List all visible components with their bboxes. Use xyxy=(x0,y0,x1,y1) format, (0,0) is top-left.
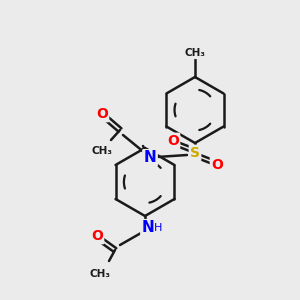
Text: CH₃: CH₃ xyxy=(92,146,112,156)
Text: O: O xyxy=(167,134,179,148)
Text: H: H xyxy=(154,223,162,233)
Text: O: O xyxy=(96,107,108,121)
Text: CH₃: CH₃ xyxy=(184,48,206,58)
Text: O: O xyxy=(211,158,223,172)
Text: CH₃: CH₃ xyxy=(89,269,110,279)
Text: O: O xyxy=(91,229,103,243)
Text: N: N xyxy=(142,220,154,236)
Text: S: S xyxy=(190,146,200,160)
Text: N: N xyxy=(144,151,156,166)
